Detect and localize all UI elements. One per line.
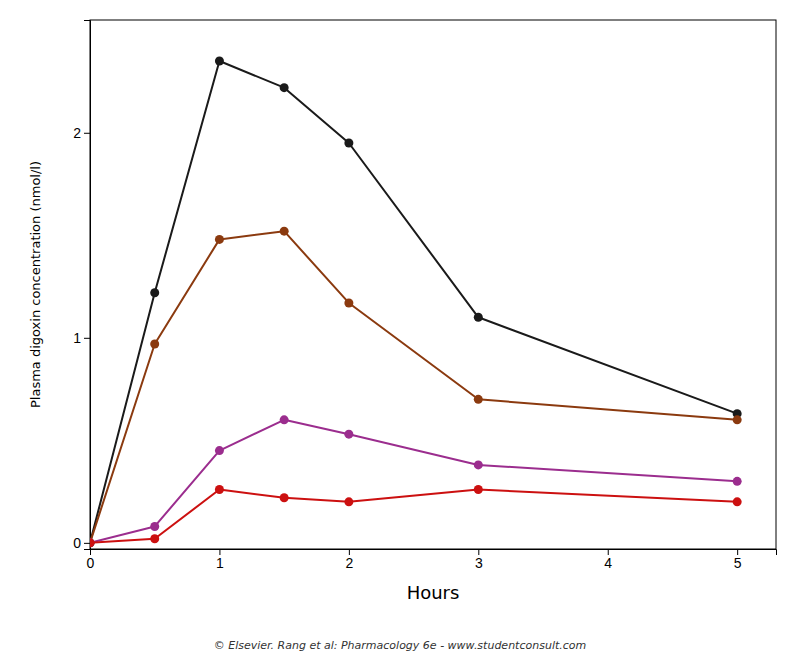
tick: 5 [734,549,742,571]
tick-label: 1 [216,555,224,571]
series-line [90,61,737,543]
series-point [150,339,159,348]
series-point [733,497,742,506]
series-point [90,538,95,547]
series-line [90,231,737,543]
tick-mark [84,338,90,339]
tick: 1 [73,330,90,346]
tick-label: 3 [475,555,483,571]
series-point [344,497,353,506]
series-point [150,522,159,531]
series-point [474,460,483,469]
series-point [90,538,95,547]
tick-label: 4 [604,555,612,571]
x-axis-title: Hours [407,582,460,603]
series-point [344,298,353,307]
tick: 0 [87,549,95,571]
axis-line [91,550,777,556]
plot: 0 1 2 3 4 5 0 1 2 [73,20,776,571]
axis-line [84,21,91,550]
series-point [733,477,742,486]
tick-label: 0 [73,535,81,551]
series-line [90,420,737,543]
series-point [280,83,289,92]
series-point [474,313,483,322]
series-point [344,139,353,148]
tick-mark [84,133,90,134]
tick-label: 0 [87,555,95,571]
tick-label: 2 [73,125,81,141]
y-axis-title: Plasma digoxin concentration (nmol/l) [28,161,43,408]
series-point [733,415,742,424]
tick: 2 [73,125,90,141]
series-point [90,538,95,547]
series-point [150,288,159,297]
tick-label: 1 [73,330,81,346]
tick: 4 [604,549,612,571]
series-point [215,485,224,494]
data-marks [90,57,742,548]
tick: 0 [73,535,90,551]
series-point [215,235,224,244]
tick-mark [84,543,90,544]
series-point [280,493,289,502]
series-point [90,538,95,547]
series-point [150,534,159,543]
tick: 3 [475,549,483,571]
series-point [344,430,353,439]
tick: 1 [216,549,224,571]
series-point [215,57,224,66]
tick-label: 2 [345,555,353,571]
annotation: © Elsevier. Rang et al: Pharmacology 6e … [214,639,587,652]
plot-frame [90,20,776,549]
x-axis: 0 1 2 3 4 5 [87,549,777,571]
series-point [215,446,224,455]
series-line [90,490,737,543]
tick-label: 5 [734,555,742,571]
series-point [280,415,289,424]
y-axis: 0 1 2 [73,21,90,551]
tick: 2 [345,549,353,571]
series-point [280,227,289,236]
series-point [474,485,483,494]
series-point [474,395,483,404]
chart: 0 1 2 3 4 5 0 1 2 Hours Plasma digoxin concentrati… [0,0,800,659]
